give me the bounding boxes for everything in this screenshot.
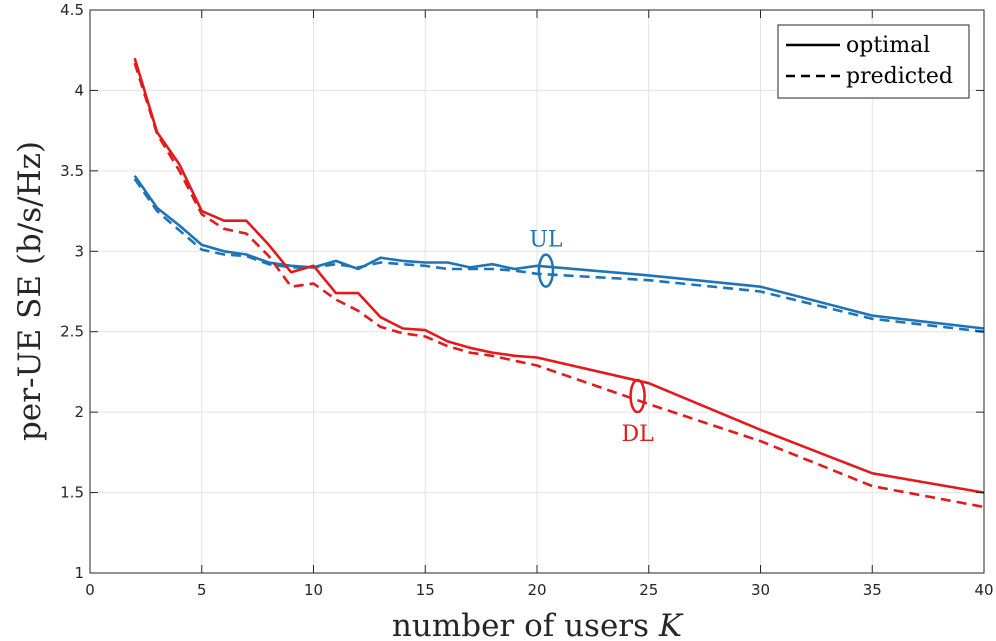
series-line-dl-optimal bbox=[133, 57, 985, 494]
y-tick-label: 3 bbox=[74, 242, 84, 260]
y-tick-label: 4.5 bbox=[60, 1, 84, 19]
ticks: 0 5 10 15 20 25 30 35 40 1 1.5 2 2.5 3 3.5 4 4.5 bbox=[60, 1, 993, 599]
series-line-dl-predicted bbox=[133, 62, 985, 509]
legend-box bbox=[777, 24, 970, 99]
y-tick-label: 1.5 bbox=[60, 484, 84, 502]
legend-label-predicted: predicted bbox=[846, 64, 953, 89]
annotation-label-ul: UL bbox=[529, 227, 563, 252]
series-line-ul-predicted bbox=[133, 178, 985, 333]
series-group bbox=[133, 57, 985, 509]
x-tick-label: 35 bbox=[863, 581, 882, 599]
y-tick-label: 1 bbox=[74, 564, 84, 582]
series-line-ul-optimal bbox=[133, 174, 985, 330]
x-tick-label: 0 bbox=[85, 581, 95, 599]
annotation-ellipse-ul bbox=[537, 253, 555, 288]
x-tick-label: 10 bbox=[304, 581, 323, 599]
x-tick-label: 5 bbox=[197, 581, 207, 599]
y-tick-label: 2 bbox=[74, 403, 84, 421]
annotations: UL DL bbox=[529, 227, 654, 447]
x-axis-label: number of users K bbox=[392, 608, 684, 641]
x-tick-label: 20 bbox=[527, 581, 546, 599]
x-tick-label: 15 bbox=[416, 581, 435, 599]
x-tick-label: 40 bbox=[974, 581, 993, 599]
y-tick-label: 3.5 bbox=[60, 162, 84, 180]
x-axis-label-text: number of users bbox=[392, 608, 649, 641]
legend-label-optimal: optimal bbox=[846, 33, 930, 58]
legend: optimal predicted bbox=[777, 24, 970, 99]
y-tick-label: 4 bbox=[74, 81, 84, 99]
x-axis-label-variable: K bbox=[658, 608, 684, 641]
x-tick-label: 25 bbox=[639, 581, 658, 599]
annotation-ellipse-dl bbox=[629, 378, 646, 414]
y-axis-label: per-UE SE (b/s/Hz) bbox=[12, 141, 48, 441]
y-tick-label: 2.5 bbox=[60, 323, 84, 341]
x-tick-label: 30 bbox=[751, 581, 770, 599]
annotation-label-dl: DL bbox=[621, 422, 654, 447]
